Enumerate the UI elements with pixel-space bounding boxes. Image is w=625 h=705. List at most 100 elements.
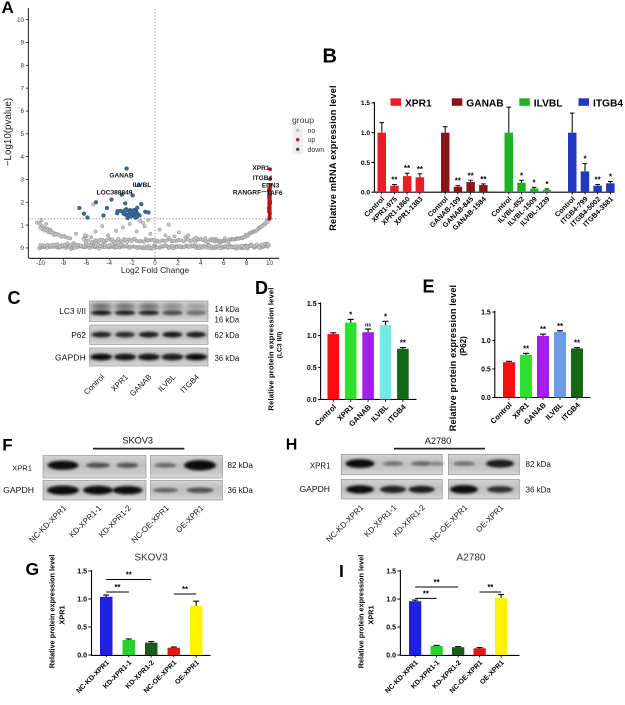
svg-text:Relative protein expression le: Relative protein expression level [267,287,276,410]
svg-text:**: ** [455,177,462,186]
svg-text:*: * [545,180,549,189]
svg-text:**: ** [126,571,133,580]
svg-text:5: 5 [20,131,24,138]
svg-text:9: 9 [20,40,24,47]
svg-text:Relative protein expression le: Relative protein expression level [48,555,57,669]
svg-text:10: 10 [266,260,274,267]
svg-text:0.0: 0.0 [481,395,491,402]
svg-text:0: 0 [153,260,157,267]
svg-text:TAF6: TAF6 [267,190,283,197]
svg-text:0.0: 0.0 [361,190,370,197]
svg-text:0.5: 0.5 [361,160,370,167]
svg-text:2: 2 [176,260,180,267]
svg-text:0.0: 0.0 [386,652,396,659]
svg-text:1.5: 1.5 [361,100,370,107]
svg-text:14 kDa: 14 kDa [215,305,240,314]
svg-text:group: group [292,115,314,125]
svg-text:**: ** [400,339,407,348]
svg-text:1: 1 [20,222,24,229]
svg-text:B: B [323,46,337,68]
svg-text:2: 2 [20,200,24,207]
svg-text:**: ** [182,585,189,594]
svg-text:-6: -6 [83,260,89,267]
svg-text:C: C [8,288,21,308]
svg-text:ILVBL: ILVBL [534,98,563,109]
svg-text:4: 4 [199,260,203,267]
svg-text:E: E [423,277,435,297]
svg-text:*: * [533,178,537,187]
svg-text:**: ** [391,176,398,185]
svg-text:F: F [2,436,12,455]
svg-text:1.5: 1.5 [77,568,87,575]
svg-text:Relative protein expression le: Relative protein expression level [357,555,366,669]
svg-text:P62: P62 [71,330,86,340]
svg-text:down: down [308,147,325,154]
svg-text:ITGB4: ITGB4 [253,175,273,182]
svg-text:-8: -8 [61,260,67,267]
svg-text:I: I [339,561,344,581]
svg-text:**: ** [574,339,581,348]
svg-text:**: ** [594,176,601,185]
svg-text:ITGB4: ITGB4 [593,98,623,109]
svg-text:1.0: 1.0 [481,338,491,345]
svg-text:XPR1: XPR1 [12,464,32,473]
svg-text:−Log10(pvalue): −Log10(pvalue) [3,98,14,166]
svg-text:SKOV3: SKOV3 [134,553,168,564]
svg-text:1.0: 1.0 [77,596,87,603]
svg-text:82 kDa: 82 kDa [526,460,552,469]
svg-text:**: ** [523,344,530,353]
svg-text:8: 8 [245,260,249,267]
svg-text:10: 10 [17,17,25,24]
svg-text:1.5: 1.5 [481,309,491,316]
svg-text:(P62): (P62) [459,336,468,356]
svg-text:0.5: 0.5 [481,366,491,373]
svg-text:XPR1: XPR1 [58,605,67,624]
svg-text:62 kDa: 62 kDa [215,331,240,340]
svg-text:LC3 I/II: LC3 I/II [59,306,86,316]
svg-text:0.5: 0.5 [386,624,396,631]
svg-text:7: 7 [20,85,24,92]
svg-text:GAPDH: GAPDH [299,484,330,494]
svg-text:XPR1: XPR1 [310,461,331,470]
svg-text:**: ** [423,589,430,598]
svg-text:0: 0 [20,245,24,252]
svg-text:1.0: 1.0 [386,596,396,603]
svg-text:XPR1: XPR1 [367,605,376,624]
svg-text:**: ** [434,578,441,587]
svg-text:*: * [384,312,388,321]
svg-text:GAPDH: GAPDH [3,485,34,495]
svg-text:G: G [26,559,40,579]
svg-text:EDN3: EDN3 [262,182,280,189]
svg-text:3: 3 [20,177,24,184]
svg-text:*: * [349,310,353,319]
svg-text:4: 4 [20,154,24,161]
svg-text:1.5: 1.5 [386,568,396,575]
svg-text:SKOV3: SKOV3 [122,436,153,446]
svg-text:-2: -2 [129,260,135,267]
svg-text:*: * [583,155,587,164]
svg-text:A2780: A2780 [457,553,486,564]
svg-text:8: 8 [20,63,24,70]
svg-text:XPR1: XPR1 [405,98,432,109]
svg-text:**: ** [480,175,487,184]
svg-text:(LC3 II/I): (LC3 II/I) [277,332,284,359]
svg-text:6: 6 [20,108,24,115]
svg-text:**: ** [540,325,547,334]
svg-text:*: * [609,173,613,182]
svg-text:82 kDa: 82 kDa [228,461,254,470]
svg-text:1.5: 1.5 [307,301,317,308]
svg-text:XPR1: XPR1 [252,165,270,172]
svg-text:no: no [308,128,316,135]
svg-text:1.0: 1.0 [361,130,370,137]
svg-text:**: ** [404,164,411,173]
svg-text:D: D [255,278,268,298]
svg-text:A: A [2,0,14,17]
svg-text:-4: -4 [106,260,112,267]
svg-text:-10: -10 [36,260,46,267]
svg-text:Relative mRNA expression level: Relative mRNA expression level [328,85,338,231]
svg-text:36 kDa: 36 kDa [228,486,254,495]
svg-text:*: * [520,171,524,180]
svg-text:**: ** [467,171,474,180]
svg-text:0.5: 0.5 [307,365,317,372]
svg-text:**: ** [114,583,121,592]
